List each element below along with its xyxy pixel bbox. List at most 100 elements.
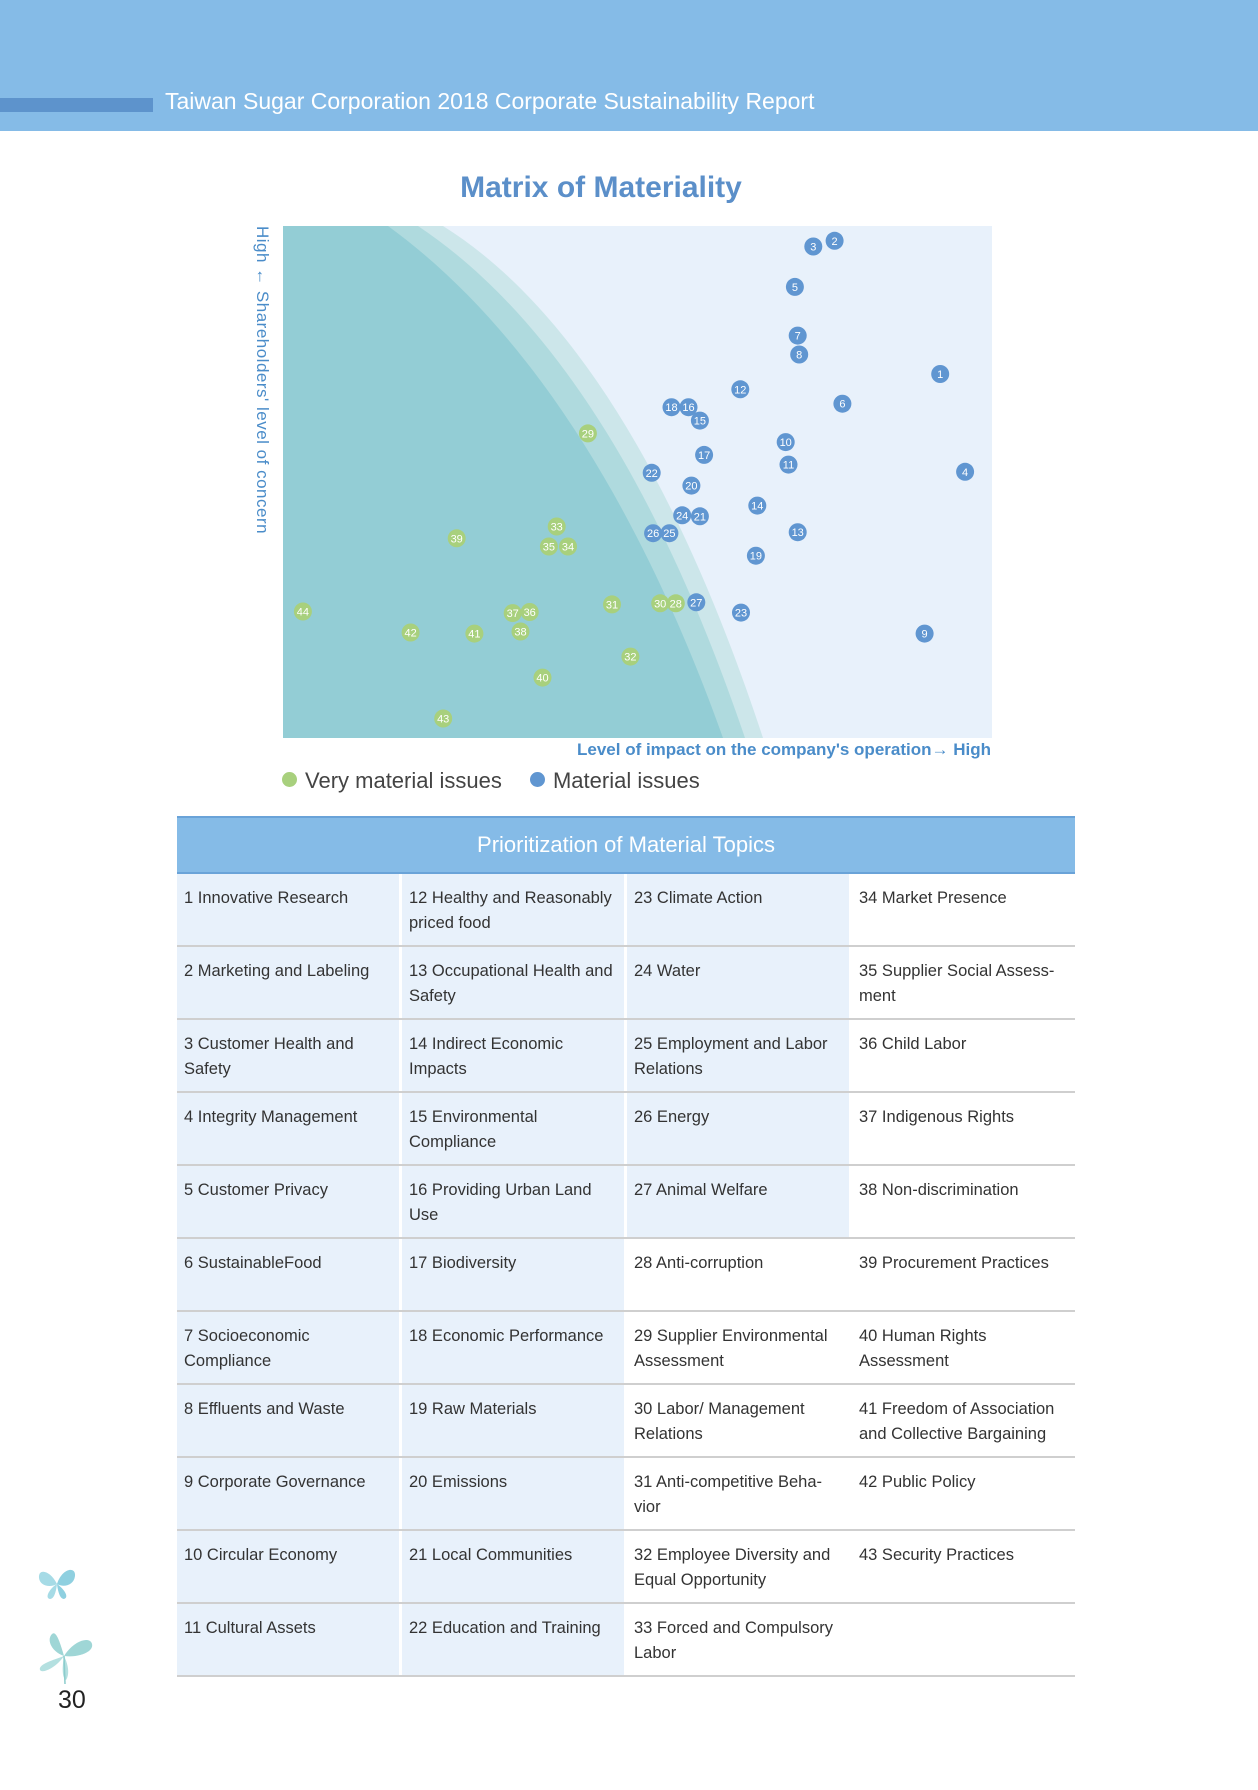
point-label: 43 <box>437 714 449 726</box>
data-point: 41 <box>465 624 484 643</box>
point-marker <box>465 624 484 643</box>
data-point: 19 <box>746 546 765 565</box>
point-label: 41 <box>468 629 480 641</box>
table-cell: 38 Non-discrimination <box>852 1166 1075 1237</box>
table-cell: 4 Integrity Management <box>177 1093 399 1164</box>
table-cell: 1 Innovative Research <box>177 874 399 945</box>
butterfly-icon <box>38 1569 76 1599</box>
data-point: 11 <box>779 455 798 474</box>
point-marker <box>690 411 709 430</box>
data-point: 39 <box>447 529 466 548</box>
point-label: 27 <box>690 597 702 609</box>
table-cell: 16 Providing Urban Land Use <box>402 1166 624 1237</box>
point-marker <box>434 709 453 728</box>
table-cell: 24 Water <box>627 947 849 1018</box>
point-label: 13 <box>792 527 804 539</box>
point-marker <box>651 594 670 613</box>
point-label: 9 <box>922 629 928 641</box>
table-cell <box>852 1604 1075 1675</box>
data-point: 33 <box>547 517 566 536</box>
point-label: 8 <box>796 350 802 362</box>
data-point: 37 <box>503 604 522 623</box>
point-label: 20 <box>685 481 697 493</box>
data-point: 15 <box>690 411 709 430</box>
point-marker <box>687 593 706 612</box>
data-point: 18 <box>662 398 681 417</box>
table-cell: 42 Public Policy <box>852 1458 1075 1529</box>
point-marker <box>559 537 577 556</box>
header-accent-bar <box>0 98 153 112</box>
point-label: 15 <box>694 416 706 428</box>
point-marker <box>731 380 750 399</box>
point-marker <box>662 398 681 417</box>
data-point: 3 <box>804 237 823 256</box>
point-marker <box>790 345 809 364</box>
table-cell: 30 Labor/ Management Relations <box>627 1385 849 1456</box>
point-marker <box>511 622 530 641</box>
point-marker <box>578 424 597 443</box>
point-label: 24 <box>676 510 688 522</box>
table-cell: 26 Energy <box>627 1093 849 1164</box>
table-row: 2 Marketing and Labeling 13 Occupational … <box>177 947 1075 1020</box>
point-marker <box>746 546 765 565</box>
point-label: 29 <box>582 428 594 440</box>
table-cell: 33 Forced and Compulsory Labor <box>627 1604 849 1675</box>
point-marker <box>520 603 539 621</box>
data-point: 1 <box>931 365 950 383</box>
data-point: 24 <box>673 506 692 525</box>
point-label: 3 <box>810 242 816 254</box>
point-label: 19 <box>750 551 762 563</box>
table-cell: 15 Environmental Compliance <box>402 1093 624 1164</box>
table-row: 4 Integrity Management 15 Environmental C… <box>177 1093 1075 1166</box>
data-point: 4 <box>956 462 975 481</box>
table-cell: 39 Procurement Practices <box>852 1239 1075 1310</box>
data-point: 5 <box>785 277 804 296</box>
legend-label-material: Material issues <box>552 768 700 793</box>
table-cell: 2 Marketing and Labeling <box>177 947 399 1018</box>
data-point: 25 <box>660 524 679 543</box>
point-marker <box>673 506 692 525</box>
point-label: 14 <box>751 501 763 513</box>
point-label: 10 <box>780 437 792 449</box>
data-point: 36 <box>520 603 539 621</box>
point-label: 25 <box>663 528 675 540</box>
data-point: 20 <box>682 476 701 495</box>
table-cell: 18 Economic Performance <box>402 1312 624 1383</box>
data-point: 43 <box>434 709 453 728</box>
point-label: 12 <box>734 384 746 396</box>
data-point: 35 <box>539 537 558 556</box>
data-point: 42 <box>401 623 420 642</box>
chart-title: Matrix of Materiality <box>460 171 742 204</box>
data-point: 6 <box>833 394 852 413</box>
point-marker <box>293 602 312 621</box>
point-label: 37 <box>507 608 519 620</box>
point-label: 39 <box>451 533 463 545</box>
legend-item-material: Material issues <box>529 768 700 794</box>
table-cell: 35 Supplier Social Assess-ment <box>852 947 1075 1018</box>
point-label: 33 <box>551 522 563 534</box>
point-marker <box>666 594 685 613</box>
data-point: 26 <box>644 524 663 543</box>
point-label: 1 <box>937 369 943 381</box>
point-marker <box>503 604 522 623</box>
data-point: 29 <box>578 424 597 443</box>
report-title: Taiwan Sugar Corporation 2018 Corporate … <box>165 88 815 114</box>
point-label: 28 <box>670 598 682 610</box>
table-cell: 3 Customer Health and Safety <box>177 1020 399 1091</box>
data-point: 27 <box>687 593 706 612</box>
data-point: 17 <box>695 445 714 464</box>
point-label: 5 <box>792 282 798 294</box>
table-cell: 12 Healthy and Reasonably priced food <box>402 874 624 945</box>
point-marker <box>695 445 714 464</box>
data-point: 16 <box>679 398 698 417</box>
butterfly-icon <box>39 1633 93 1685</box>
point-marker <box>679 398 698 417</box>
data-point: 13 <box>788 523 807 542</box>
data-point: 28 <box>666 594 685 613</box>
data-point: 23 <box>732 603 750 622</box>
point-label: 26 <box>647 528 659 540</box>
point-label: 17 <box>698 450 710 462</box>
point-marker <box>804 237 823 256</box>
